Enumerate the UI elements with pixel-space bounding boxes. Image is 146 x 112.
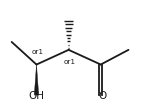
Text: or1: or1 xyxy=(31,48,43,55)
Text: OH: OH xyxy=(28,90,45,100)
Text: O: O xyxy=(98,90,106,100)
Text: or1: or1 xyxy=(63,59,75,65)
Polygon shape xyxy=(34,65,39,95)
